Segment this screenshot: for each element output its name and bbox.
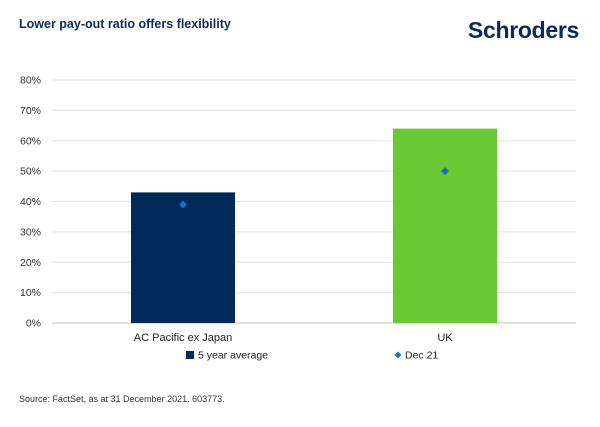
y-tick-label: 70% xyxy=(20,105,41,117)
source-note: Source: FactSet, as at 31 December 2021.… xyxy=(19,394,225,404)
category-label: UK xyxy=(437,332,453,344)
dec21-marker-2 xyxy=(441,167,449,176)
legend-swatch-bar xyxy=(186,351,194,359)
legend-label-dec21: Dec 21 xyxy=(405,350,438,362)
chart-title: Lower pay-out ratio offers flexibility xyxy=(19,17,231,31)
legend-label-5yr: 5 year average xyxy=(198,350,268,362)
y-tick-label: 20% xyxy=(20,257,41,269)
schroders-logo: Schroders xyxy=(467,17,579,43)
category-label: AC Pacific ex Japan xyxy=(134,332,232,344)
legend-swatch-marker xyxy=(394,351,402,359)
bars xyxy=(131,128,497,323)
y-tick-label: 80% xyxy=(20,75,41,87)
dec21-marker-1 xyxy=(179,200,187,209)
legend: 5 year average Dec 21 xyxy=(186,350,438,362)
gridlines xyxy=(52,79,576,324)
bar-2 xyxy=(393,128,497,323)
y-tick-label: 0% xyxy=(26,318,41,330)
y-tick-label: 60% xyxy=(20,135,41,147)
y-axis-ticks: 0% 10% 20% 30% 40% 50% 60% 70% 80% xyxy=(20,75,41,330)
markers xyxy=(179,167,449,209)
x-axis-categories: AC Pacific ex Japan UK xyxy=(134,332,454,344)
y-tick-label: 40% xyxy=(20,196,41,208)
bar-1 xyxy=(131,192,235,323)
y-tick-label: 30% xyxy=(20,226,41,238)
y-tick-label: 10% xyxy=(20,287,41,299)
y-tick-label: 50% xyxy=(20,166,41,178)
